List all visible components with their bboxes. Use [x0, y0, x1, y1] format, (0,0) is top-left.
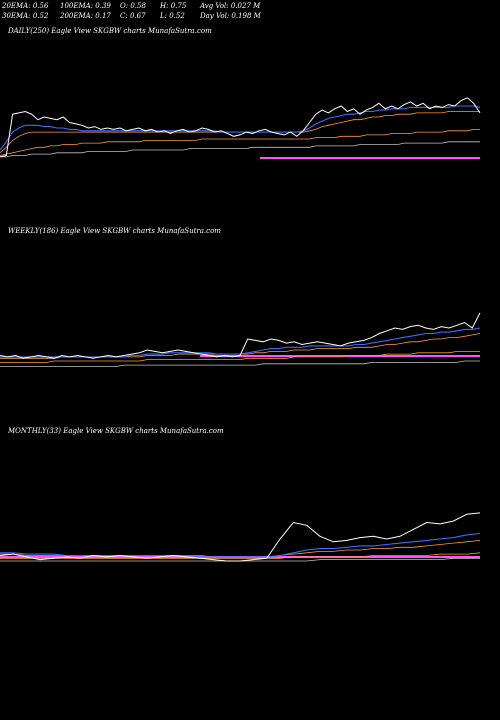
- weekly-chart-title: WEEKLY(186) Eagle View SKGBW charts Muna…: [8, 227, 221, 235]
- price-line: [0, 312, 481, 359]
- ema200-line: [0, 141, 480, 158]
- ema20-line: [0, 532, 481, 558]
- ema200-stat: 200EMA: 0.17: [60, 12, 111, 20]
- ema20-line: [0, 327, 481, 358]
- daily-chart-title: DAILY(250) Eagle View SKGBW charts Munaf…: [8, 27, 212, 35]
- close-stat: C: 0.67: [120, 12, 146, 20]
- low-stat: L: 0.52: [160, 12, 185, 20]
- ema200-line: [0, 360, 480, 367]
- ema20-stat: 20EMA: 0.56: [2, 2, 49, 10]
- avg-vol-stat: Avg Vol: 0.027 M: [200, 2, 261, 10]
- ema20-line: [0, 105, 481, 151]
- ema100-stat: 100EMA: 0.39: [60, 2, 111, 10]
- day-vol-stat: Day Vol: 0.198 M: [200, 12, 261, 20]
- ema30-stat: 30EMA: 0.52: [2, 12, 49, 20]
- ema100-line: [0, 350, 480, 363]
- price-line: [0, 512, 481, 562]
- open-stat: O: 0.58: [120, 2, 146, 10]
- weekly-chart: [0, 312, 481, 367]
- monthly-chart-title: MONTHLY(33) Eagle View SKGBW charts Muna…: [8, 427, 224, 435]
- monthly-chart: [0, 512, 481, 562]
- ema30-line: [0, 540, 481, 558]
- ema100-line: [0, 128, 480, 156]
- price-line: [0, 97, 481, 158]
- daily-chart: [0, 97, 481, 159]
- high-stat: H: 0.75: [160, 2, 187, 10]
